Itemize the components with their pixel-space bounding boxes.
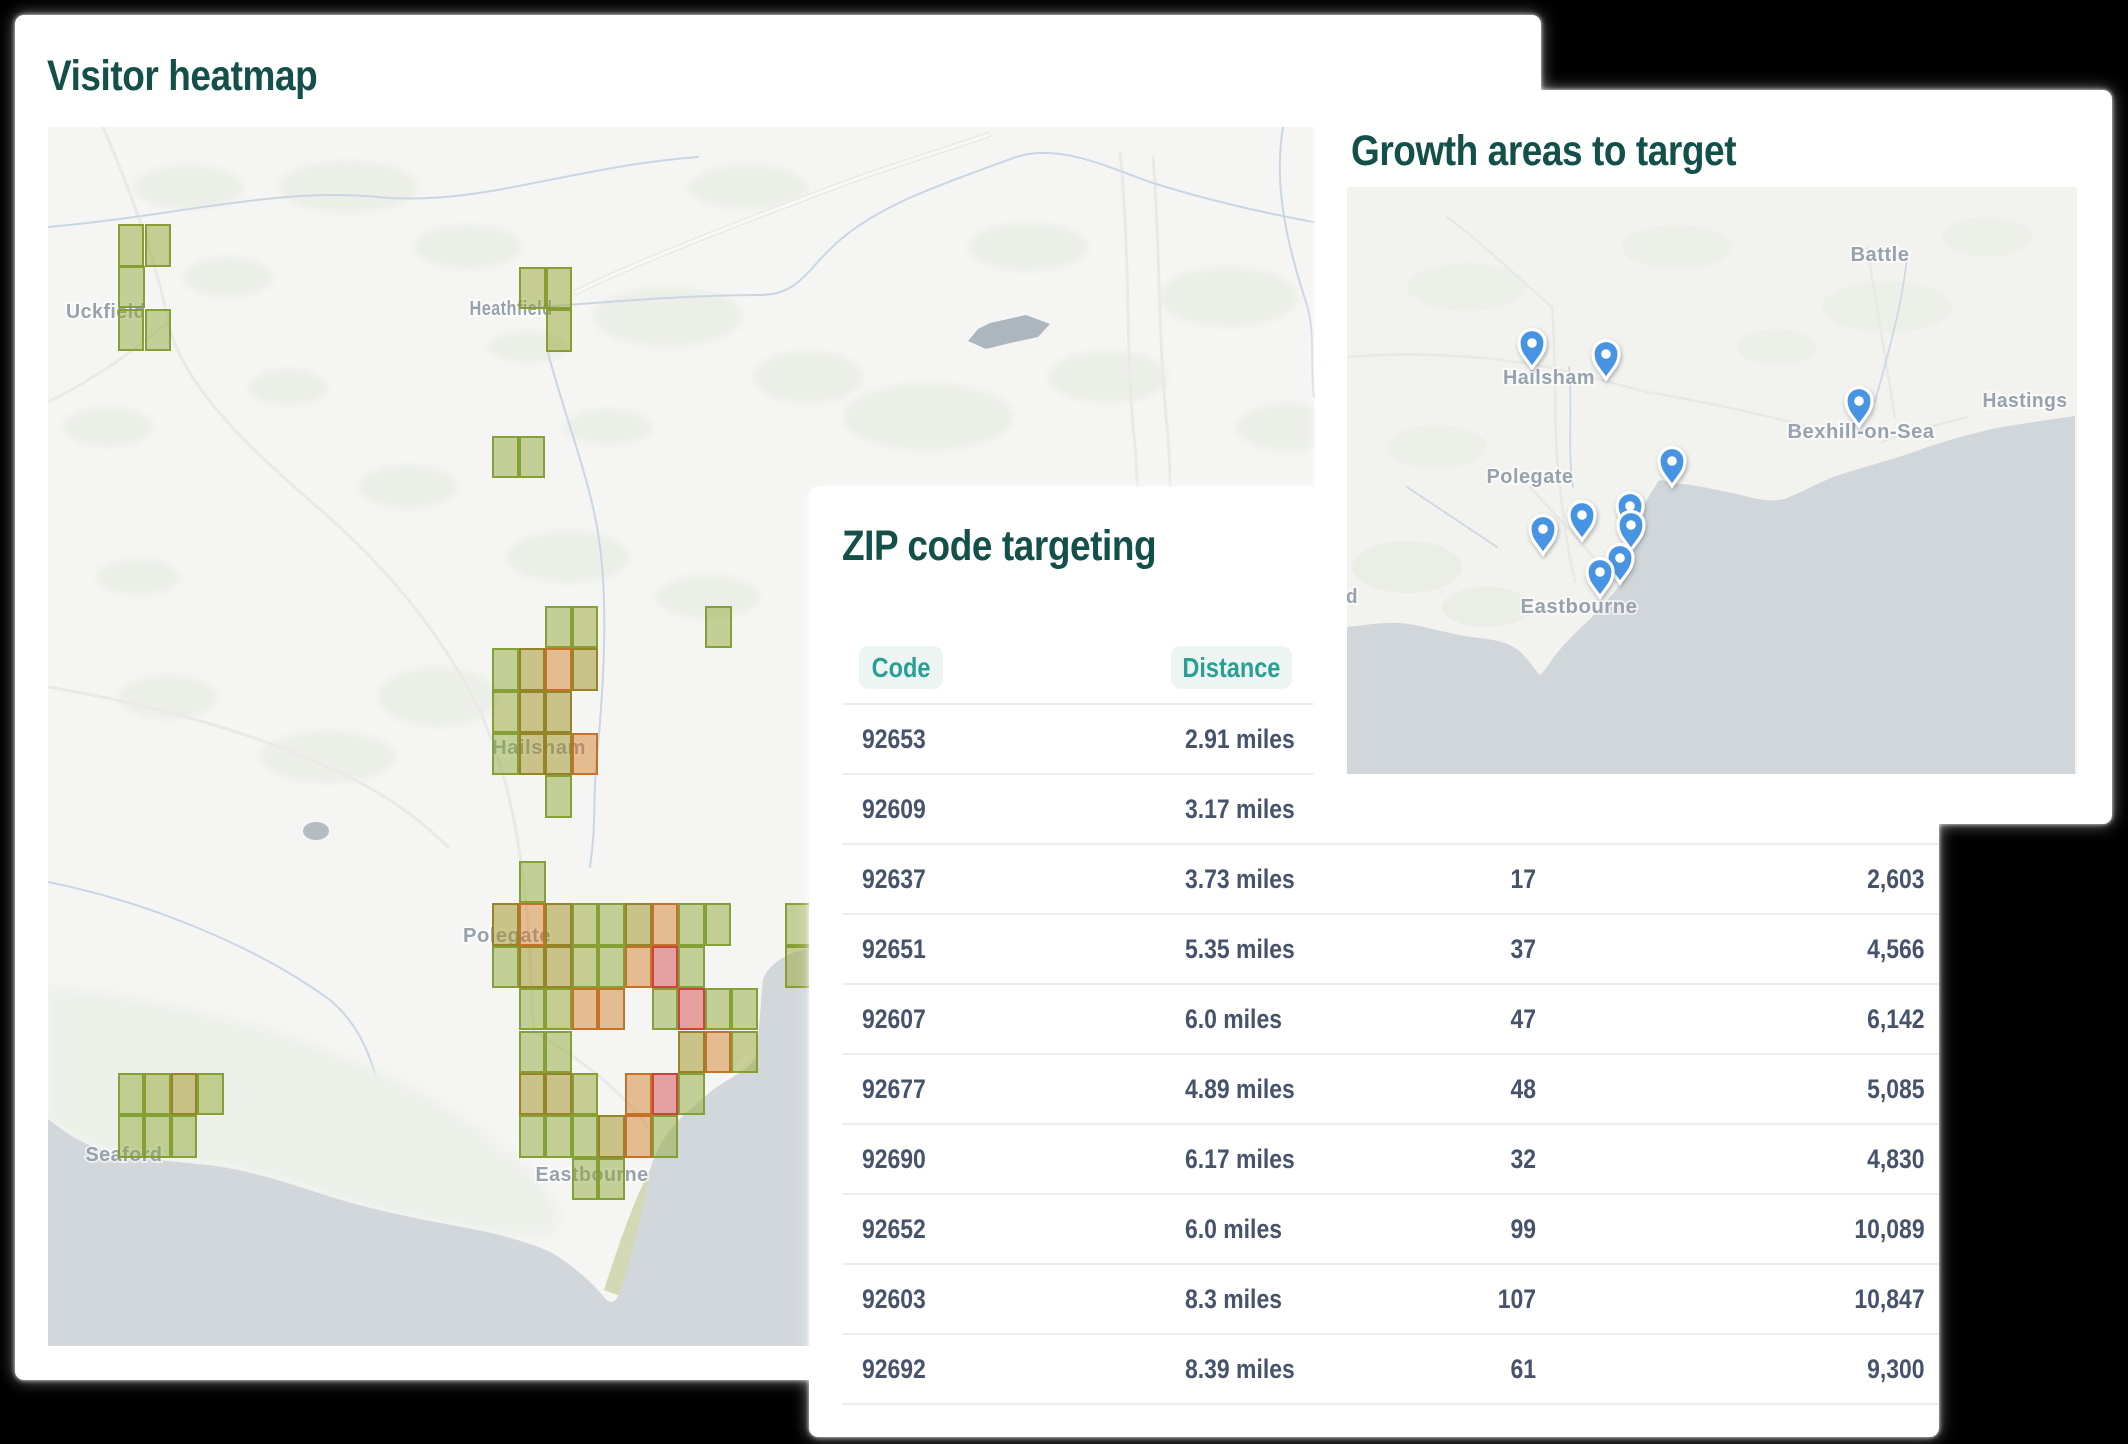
svg-text:Hailsham: Hailsham — [1503, 367, 1595, 389]
svg-text:Eastbourne: Eastbourne — [1521, 596, 1638, 618]
svg-text:Battle: Battle — [1851, 244, 1910, 266]
svg-text:d: d — [1347, 586, 1358, 608]
svg-text:Hastings: Hastings — [1983, 390, 2068, 412]
svg-text:Polegate: Polegate — [1487, 466, 1574, 488]
